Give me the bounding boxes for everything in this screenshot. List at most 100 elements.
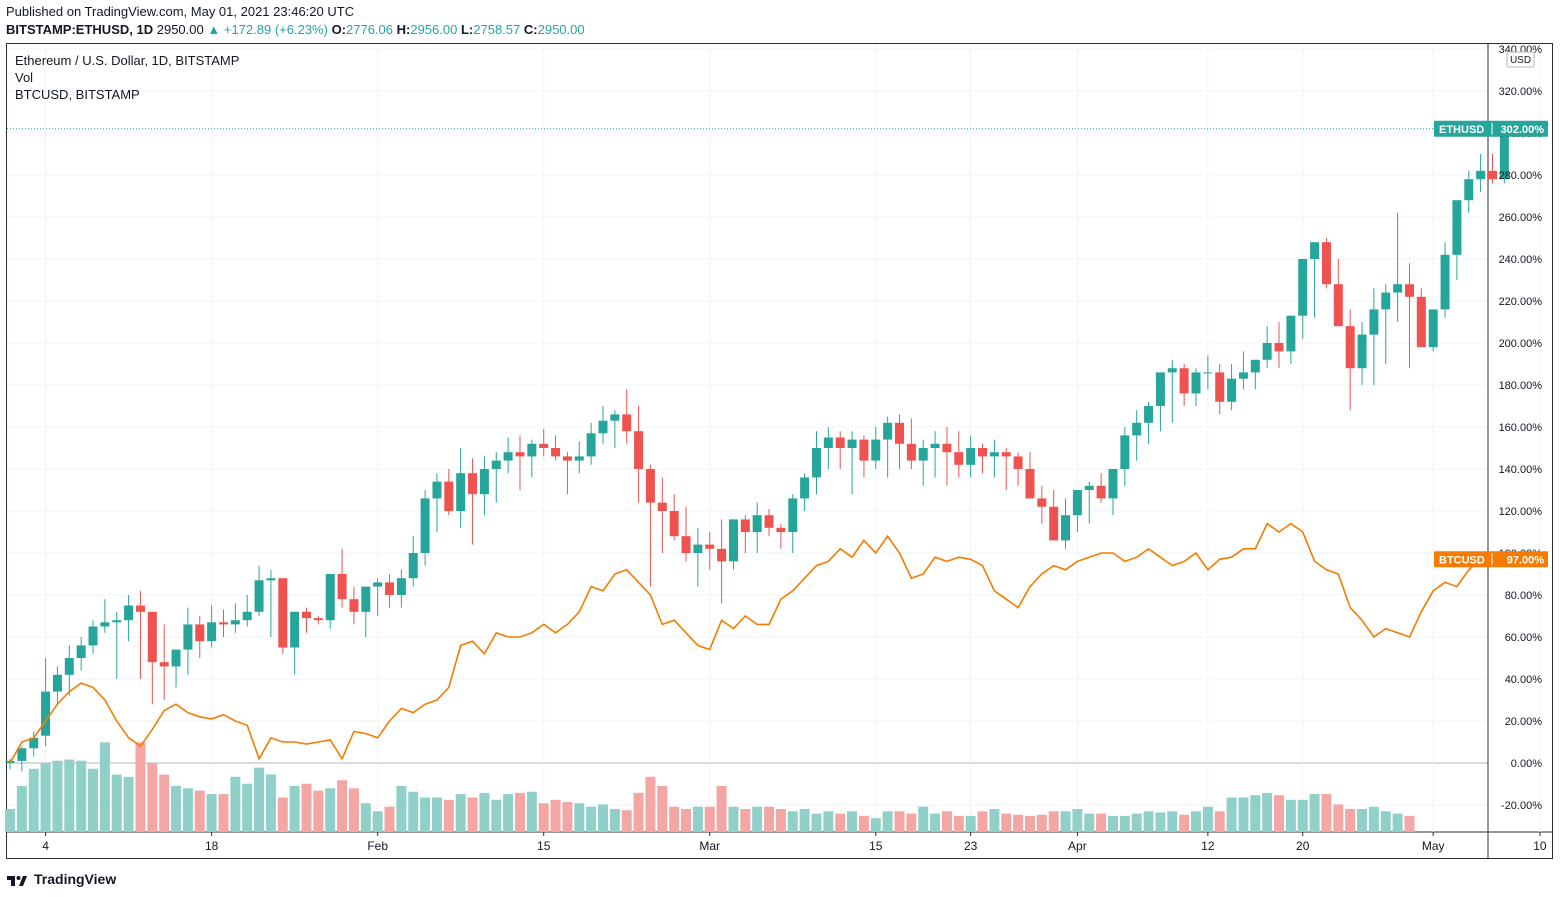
- candle-body: [195, 624, 205, 642]
- volume-bar: [941, 811, 952, 832]
- candle-body: [1096, 485, 1106, 499]
- volume-bar: [265, 774, 276, 832]
- volume-bar: [1107, 815, 1118, 832]
- candle-body: [1227, 378, 1237, 402]
- candle-body: [574, 456, 584, 461]
- volume-bar: [171, 786, 182, 832]
- candle-body: [1452, 200, 1462, 255]
- volume-bar: [775, 809, 786, 832]
- candle-body: [1286, 315, 1296, 352]
- candle-body: [657, 502, 667, 511]
- volume-bar: [325, 788, 336, 832]
- candle-body: [645, 469, 655, 503]
- candle-body: [100, 622, 110, 627]
- btcusd-price-badge: BTCUSD 97.00%: [1434, 551, 1548, 568]
- candle-body: [1428, 309, 1438, 348]
- candle-body: [717, 548, 727, 562]
- candle-body: [218, 622, 228, 625]
- candle-body: [1310, 242, 1320, 259]
- volume-bar: [1001, 813, 1012, 832]
- volume-bar: [930, 813, 941, 832]
- volume-bar: [384, 806, 395, 832]
- volume-bar: [633, 792, 644, 832]
- candle-body: [823, 437, 833, 448]
- candle-body: [64, 658, 74, 675]
- y-tick-label: 200.00%: [1499, 338, 1543, 350]
- candle-body: [1464, 179, 1474, 201]
- x-tick-label: 15: [537, 839, 551, 853]
- candle-body: [1369, 309, 1379, 335]
- volume-bar: [1143, 811, 1154, 832]
- volume-bar: [254, 767, 265, 832]
- volume-bar: [147, 763, 158, 832]
- candle-body: [76, 645, 86, 658]
- candle-body: [847, 439, 857, 448]
- candle-body: [859, 439, 869, 461]
- volume-bar: [1380, 811, 1391, 832]
- volume-bar: [76, 760, 87, 832]
- legend-main: Ethereum / U.S. Dollar, 1D, BITSTAMP: [15, 53, 240, 68]
- last-price: 2950.00: [156, 22, 204, 37]
- volume-bar: [64, 759, 75, 832]
- legend-compare: BTCUSD, BITSTAMP: [15, 87, 140, 102]
- volume-bar: [835, 813, 846, 832]
- candle-body: [1404, 284, 1414, 297]
- volume-bar: [669, 806, 680, 832]
- price-change: +172.89 (+6.23%): [223, 22, 328, 37]
- volume-bar: [882, 811, 893, 832]
- y-tick-label: 240.00%: [1499, 254, 1543, 266]
- candles: [5, 124, 1509, 772]
- candle-body: [1013, 456, 1023, 469]
- candle-body: [788, 498, 798, 532]
- volume-bar: [135, 742, 146, 832]
- tradingview-logo-icon: [7, 876, 27, 886]
- candle-body: [302, 611, 311, 619]
- chart-frame[interactable]: [6, 43, 1553, 859]
- volume-bar: [1238, 797, 1249, 832]
- x-tick-label: 4: [42, 839, 49, 853]
- volume-bar: [1048, 811, 1059, 832]
- candle-body: [551, 448, 561, 457]
- candle-body: [408, 553, 418, 579]
- candle-body: [1476, 170, 1486, 180]
- volume-bar: [182, 788, 193, 832]
- candle-body: [266, 578, 276, 581]
- volume-bar: [194, 790, 205, 832]
- volume-bar: [360, 803, 371, 832]
- volume-bar: [467, 797, 478, 832]
- candle-body: [1191, 372, 1201, 394]
- x-tick-label: May: [1422, 839, 1445, 853]
- volume-bar: [111, 774, 122, 832]
- volume-bar: [870, 818, 881, 832]
- open-label: O:: [331, 22, 347, 37]
- volume-bar: [1072, 809, 1083, 832]
- currency-badge: USD: [1506, 51, 1535, 68]
- btcusd-line: [9, 522, 1482, 764]
- volume-bar: [1250, 795, 1261, 832]
- candle-body: [989, 452, 999, 457]
- volume-bar: [562, 802, 573, 832]
- y-tick-label: 140.00%: [1499, 464, 1543, 476]
- volume-bar: [977, 811, 988, 832]
- candle-body: [1144, 406, 1154, 423]
- volume-bar: [953, 815, 964, 832]
- y-tick-label: 220.00%: [1499, 296, 1543, 308]
- volume-bar: [1404, 815, 1415, 832]
- x-tick-label: 15: [869, 839, 883, 853]
- candle-body: [1345, 326, 1355, 369]
- triangle-up-icon: ▲: [207, 22, 221, 37]
- volume-bar: [159, 774, 170, 832]
- candle-body: [906, 443, 916, 461]
- volume-bar: [337, 780, 348, 832]
- volume-bar: [491, 799, 502, 832]
- volume-bar: [1392, 813, 1403, 832]
- badge-symbol: BTCUSD: [1439, 554, 1485, 566]
- candle-body: [1084, 485, 1094, 490]
- volume-bar: [752, 806, 763, 832]
- volume-bar: [52, 760, 63, 832]
- volume-bar: [1119, 815, 1130, 832]
- footer-brand[interactable]: TradingView: [6, 870, 116, 888]
- currency-badge-label: USD: [1510, 55, 1531, 66]
- candle-body: [1416, 296, 1426, 348]
